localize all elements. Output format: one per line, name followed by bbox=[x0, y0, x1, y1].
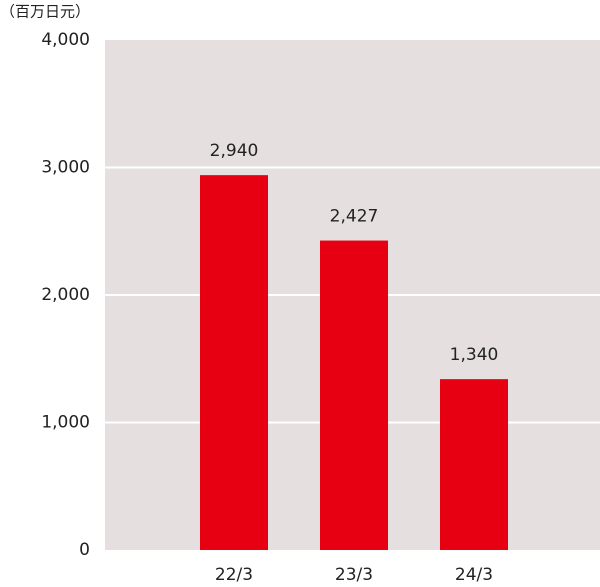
value-label: 1,340 bbox=[450, 345, 499, 365]
x-tick-label: 24/3 bbox=[455, 565, 493, 585]
value-label: 2,940 bbox=[210, 141, 259, 161]
bar bbox=[320, 240, 388, 550]
y-tick-label: 0 bbox=[79, 540, 90, 560]
value-label: 2,427 bbox=[330, 207, 379, 227]
y-unit-label: （百万日元） bbox=[0, 3, 90, 21]
y-tick-label: 4,000 bbox=[41, 30, 90, 50]
x-tick-label: 23/3 bbox=[335, 565, 373, 585]
bar bbox=[440, 379, 508, 550]
bar bbox=[200, 175, 268, 550]
x-tick-label: 22/3 bbox=[215, 565, 253, 585]
y-tick-label: 3,000 bbox=[41, 158, 90, 178]
y-tick-label: 1,000 bbox=[41, 413, 90, 433]
y-tick-label: 2,000 bbox=[41, 285, 90, 305]
